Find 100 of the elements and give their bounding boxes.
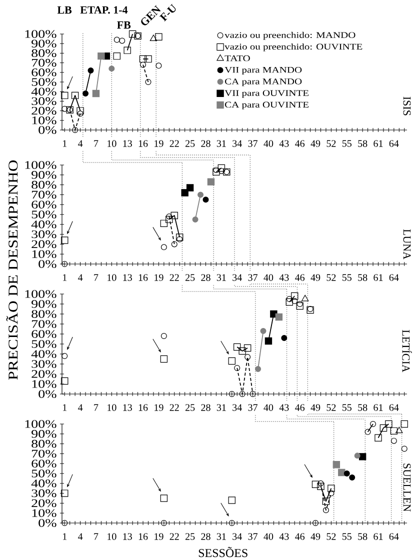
x-tick-label: 61: [374, 140, 383, 147]
x-tick-label: 31: [216, 533, 226, 540]
x-tick-label: 1: [62, 533, 67, 540]
x-tick-label: 55: [342, 404, 352, 411]
y-tick-label: 60%: [32, 68, 56, 76]
x-tick-label: 61: [374, 533, 383, 540]
y-tick-label: 10%: [32, 509, 56, 518]
y-tick-label: 50%: [32, 78, 56, 86]
legend-label: VII para OUVINTE: [224, 90, 309, 98]
x-tick-label: 4: [78, 274, 83, 281]
x-tick-label: 58: [358, 533, 368, 540]
x-tick-label: 37: [248, 533, 258, 540]
x-tick-label: 1: [62, 274, 67, 281]
x-tick-label: 22: [170, 140, 179, 147]
text: F-U: [159, 4, 176, 22]
x-tick-label: 1: [62, 140, 67, 147]
x-tick-label: 13: [123, 404, 132, 411]
y-tick-label: 70%: [32, 320, 56, 328]
x-tick-label: 55: [342, 140, 352, 147]
y-tick-label: 30%: [32, 230, 56, 238]
x-tick-label: 46: [295, 140, 305, 147]
x-tick-label: 46: [295, 533, 305, 540]
x-tick-label: 22: [170, 533, 179, 540]
y-tick-label: 70%: [32, 450, 56, 458]
x-tick-label: 52: [326, 533, 336, 540]
y-tick-label: 90%: [32, 40, 56, 48]
x-tick-label: 19: [154, 140, 164, 147]
x-tick-label: 7: [94, 140, 98, 147]
x-tick-label: 46: [295, 274, 305, 281]
x-tick-label: 28: [201, 274, 210, 281]
x-tick-label: 46: [295, 404, 305, 411]
x-tick-label: 40: [264, 404, 274, 411]
y-tick-label: 40%: [31, 88, 56, 96]
x-tick-label: 25: [186, 404, 195, 411]
x-tick-label: 61: [374, 404, 383, 411]
x-tick-label: 52: [326, 404, 336, 411]
x-tick-label: 7: [94, 274, 98, 281]
y-tick-label: 100%: [25, 420, 56, 428]
x-tick-label: 4: [78, 533, 83, 540]
y-tick-label: 50%: [32, 470, 56, 478]
x-tick-label: 13: [123, 274, 132, 281]
legend-label: vazio ou preenchido: MANDO: [224, 32, 356, 40]
y-tick-label: 80%: [32, 440, 56, 448]
x-tick-label: 58: [358, 404, 368, 411]
y-tick-label: 40%: [31, 480, 56, 488]
x-tick-label: 31: [216, 404, 226, 411]
y-tick-label: 10%: [32, 250, 56, 258]
x-tick-label: 7: [94, 404, 98, 411]
y-tick-label: 70%: [32, 190, 56, 199]
y-tick-label: 20%: [32, 499, 56, 508]
x-tick-label: 19: [154, 533, 164, 540]
x-tick-label: 64: [389, 140, 399, 147]
x-tick-label: 10: [108, 140, 116, 147]
text: LB: [57, 6, 72, 14]
x-tick-label: 10: [108, 533, 116, 540]
text: LUNA: [403, 229, 411, 260]
x-tick-label: 40: [264, 533, 274, 540]
y-tick-label: 100%: [25, 161, 56, 169]
y-tick-label: 0%: [38, 126, 56, 134]
legend-label: CA para MANDO: [225, 78, 302, 86]
y-tick-label: 50%: [32, 210, 56, 218]
y-tick-label: 20%: [32, 106, 56, 115]
x-tick-label: 13: [123, 140, 132, 147]
legend-label: VII para MANDO: [224, 66, 302, 75]
x-tick-label: 49: [310, 140, 320, 147]
x-tick-label: 4: [78, 404, 83, 411]
x-tick-label: 37: [248, 140, 258, 147]
y-tick-label: 0%: [38, 260, 56, 268]
x-tick-label: 43: [279, 404, 289, 411]
y-tick-label: 90%: [32, 300, 56, 308]
x-tick-label: 49: [310, 404, 320, 411]
x-tick-label: 52: [326, 140, 336, 147]
x-tick-label: 10: [108, 274, 116, 281]
y-tick-label: 30%: [32, 360, 56, 368]
x-tick-label: 1: [62, 404, 67, 411]
x-tick-label: 25: [186, 533, 195, 540]
x-tick-label: 49: [310, 533, 320, 540]
x-tick-label: 61: [374, 274, 383, 281]
x-tick-label: 16: [138, 404, 148, 411]
x-tick-label: 58: [358, 140, 368, 147]
x-tick-label: 16: [138, 140, 148, 147]
x-tick-label: 34: [232, 274, 242, 281]
y-axis-title: PRECISÃO DE DESEMPENHO: [6, 160, 18, 380]
y-tick-label: 90%: [32, 430, 56, 438]
x-tick-label: 34: [232, 533, 242, 540]
legend-label: CA para OUVINTE: [225, 102, 309, 110]
text: FB: [117, 21, 131, 29]
x-tick-label: 4: [78, 140, 83, 147]
y-tick-label: 30%: [32, 97, 56, 106]
x-tick-label: 28: [201, 140, 210, 147]
x-tick-label: 55: [342, 533, 352, 540]
x-tick-label: 49: [310, 274, 320, 281]
x-tick-label: 58: [358, 274, 368, 281]
x-tick-label: 52: [326, 274, 336, 281]
y-tick-label: 60%: [32, 330, 56, 338]
text: ISIS: [403, 96, 411, 116]
x-tick-label: 31: [216, 140, 226, 147]
x-tick-label: 43: [279, 274, 289, 281]
x-tick-label: 22: [170, 404, 179, 411]
x-tick-label: 40: [264, 274, 274, 281]
